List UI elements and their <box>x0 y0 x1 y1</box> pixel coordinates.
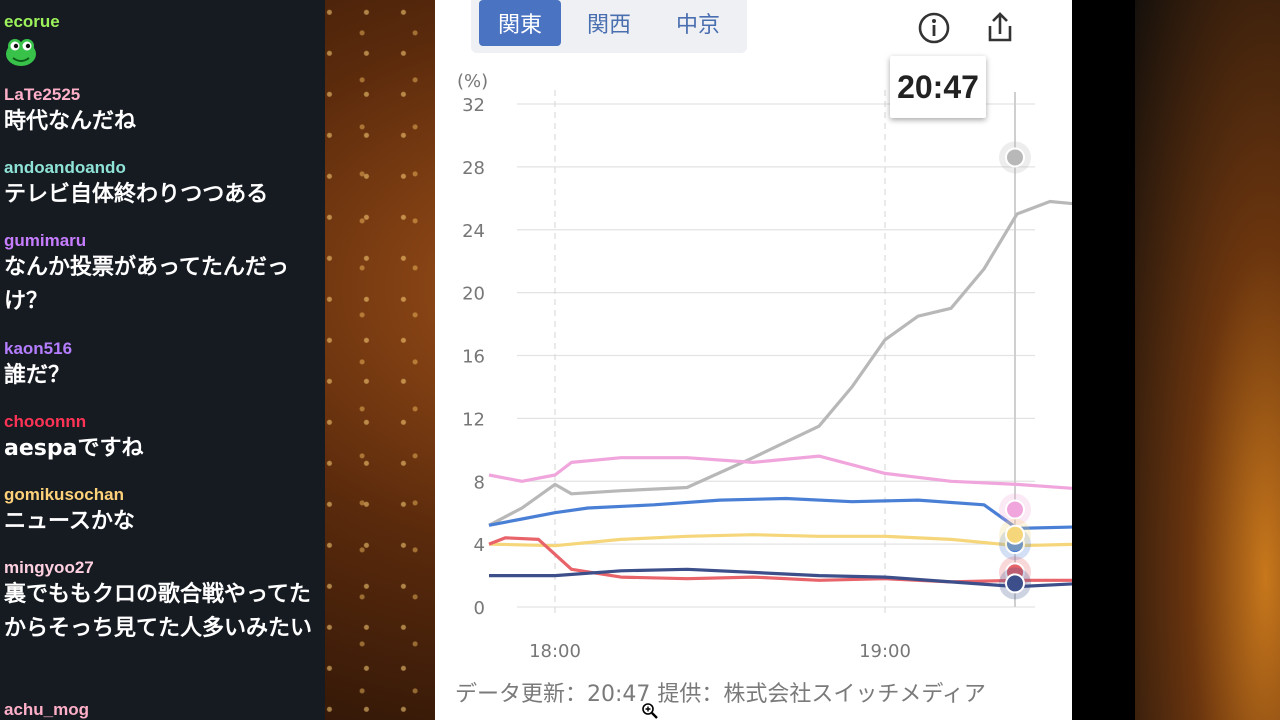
series-end-point[interactable] <box>1005 573 1025 594</box>
y-tick-label: 4 <box>474 535 485 556</box>
y-tick-label: 28 <box>462 158 485 179</box>
chat-text: 裏でももクロの歌合戦やってたからそっち見てた人多いみたい <box>4 582 313 641</box>
poster-background <box>1135 0 1280 720</box>
chat-message: gumimaru なんか投票があってたんだっけ？ <box>4 231 322 319</box>
chat-username[interactable]: andoandoando <box>4 158 126 177</box>
chat-username[interactable]: LaTe2525 <box>4 85 81 104</box>
share-icon[interactable] <box>980 8 1020 48</box>
ratings-card: 関東 関西 中京 (%) 0 4 8 12 16 20 24 28 32 18:00 19:00 20:… <box>435 0 1072 720</box>
data-source-footer: データ更新：20:47 提供：株式会社スイッチメディア <box>455 682 986 707</box>
y-tick-label: 12 <box>462 409 485 430</box>
series-end-point[interactable] <box>1005 499 1025 520</box>
tab-kansai[interactable]: 関西 <box>586 13 631 38</box>
chat-text: 誰だ？ <box>4 363 71 388</box>
tab-kanto[interactable]: 関東 <box>479 0 561 46</box>
info-icon[interactable] <box>914 8 954 48</box>
series-line <box>488 454 1072 490</box>
y-tick-label: 8 <box>474 472 485 493</box>
chat-username[interactable]: chooonnn <box>4 412 87 431</box>
chat-message: LaTe2525 時代なんだね <box>4 85 322 139</box>
series-line <box>488 536 1072 584</box>
chat-text: なんか投票があってたんだっけ？ <box>4 255 289 314</box>
chat-panel: ecorue LaTe2525 時代なんだね andoandoando テレビ自… <box>0 0 325 720</box>
chat-text: テレビ自体終わりつつある <box>4 182 269 207</box>
chat-username[interactable]: achu_mog <box>4 700 90 719</box>
y-tick-label: 24 <box>462 221 485 242</box>
series-line <box>489 567 1072 589</box>
series-line <box>488 496 1072 530</box>
chat-message: chooonnn aespaですね <box>4 412 322 466</box>
chat-message: kaon516 誰だ？ <box>4 339 322 393</box>
chat-text: 時代なんだね <box>4 109 137 134</box>
series-line <box>488 533 1072 548</box>
time-tooltip: 20:47 <box>890 56 986 118</box>
series-end-point[interactable] <box>1005 147 1025 168</box>
chat-text: ニュースかな <box>4 509 135 534</box>
x-tick-label: 18:00 <box>529 641 581 662</box>
letterbox-bar <box>1072 0 1135 720</box>
chat-username[interactable]: ecorue <box>4 12 60 31</box>
chat-username[interactable]: gomikusochan <box>4 485 124 504</box>
green-frog-emote-icon <box>6 39 36 66</box>
chat-message: mingyoo27 裏でももクロの歌合戦やってたからそっち見てた人多いみたい <box>4 558 322 646</box>
y-tick-label: 20 <box>462 284 485 305</box>
chat-text: aespaですね <box>4 436 144 461</box>
x-tick-label: 19:00 <box>859 641 911 662</box>
series-line <box>488 199 1072 527</box>
chat-message: andoandoando テレビ自体終わりつつある <box>4 158 322 212</box>
chat-username[interactable]: mingyoo27 <box>4 558 94 577</box>
tab-chukyo[interactable]: 中京 <box>675 13 720 38</box>
region-tabs: 関東 関西 中京 <box>471 0 747 53</box>
y-tick-label: 32 <box>462 95 485 116</box>
series-end-point[interactable] <box>1005 524 1025 545</box>
chat-message: gomikusochan ニュースかな <box>4 485 322 539</box>
chat-username[interactable]: kaon516 <box>4 339 73 358</box>
y-tick-label: 16 <box>462 347 485 368</box>
chat-message: achu_mog <box>4 700 322 720</box>
chat-message: ecorue <box>4 12 322 72</box>
chat-username[interactable]: gumimaru <box>4 231 87 250</box>
y-tick-label: 0 <box>474 598 485 619</box>
y-axis-label: (%) <box>457 71 488 92</box>
zoom-cursor-icon <box>642 703 658 719</box>
